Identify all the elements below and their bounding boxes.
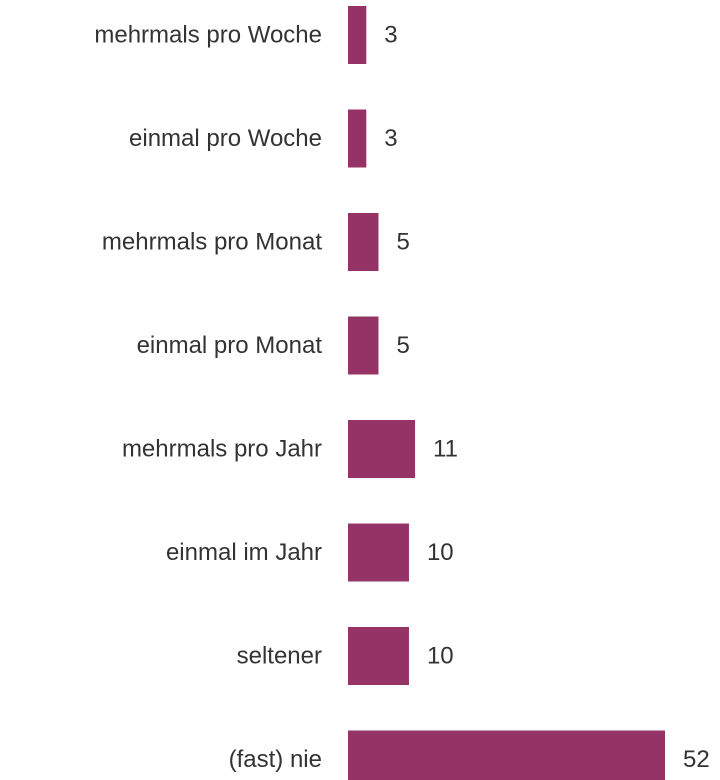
bar-7 (348, 627, 409, 685)
category-label-3: mehrmals pro Monat (102, 229, 322, 256)
value-label-3: 5 (396, 229, 409, 256)
category-label-5: mehrmals pro Jahr (122, 436, 322, 463)
bar-8 (348, 730, 665, 780)
category-label-2: einmal pro Woche (129, 125, 322, 152)
category-label-1: mehrmals pro Woche (94, 22, 322, 49)
category-label-4: einmal pro Monat (137, 332, 323, 359)
value-label-5: 11 (433, 436, 458, 463)
value-label-1: 3 (384, 22, 397, 49)
category-label-6: einmal im Jahr (166, 539, 322, 566)
bar-6 (348, 523, 409, 582)
category-label-8: (fast) nie (229, 746, 322, 773)
bars-group (348, 6, 665, 780)
value-labels-group: 3 3 5 5 11 10 10 52 (384, 22, 709, 774)
value-label-4: 5 (396, 332, 409, 359)
bar-5 (348, 420, 416, 478)
bar-3 (348, 213, 379, 271)
value-label-2: 3 (384, 125, 397, 152)
value-label-8: 52 (683, 746, 710, 773)
bar-2 (348, 109, 367, 168)
value-label-6: 10 (427, 539, 454, 566)
bar-1 (348, 6, 367, 64)
value-label-7: 10 (427, 643, 454, 670)
bar-4 (348, 316, 379, 375)
category-label-7: seltener (237, 643, 322, 670)
category-labels-group: mehrmals pro Woche einmal pro Woche mehrma… (94, 22, 322, 774)
